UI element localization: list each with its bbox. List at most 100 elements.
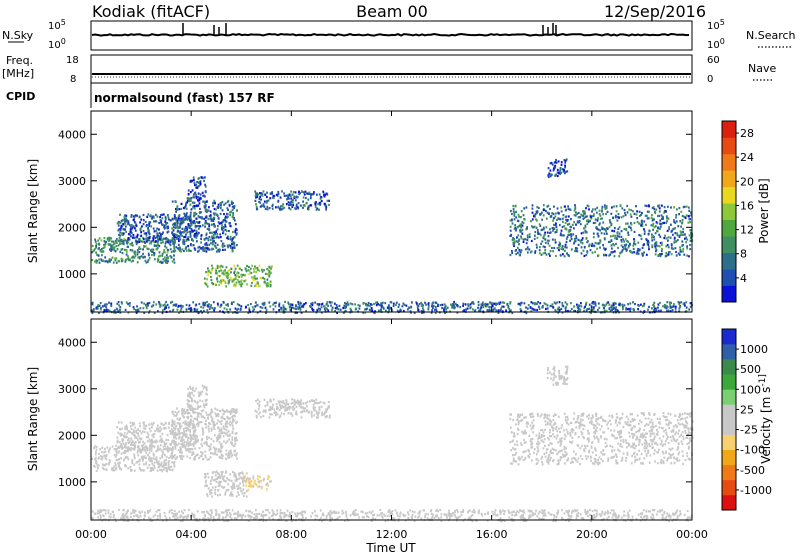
echo-pixel — [690, 228, 692, 232]
echo-pixel — [259, 310, 262, 313]
echo-pixel — [187, 192, 190, 196]
echo-pixel — [224, 280, 226, 283]
echo-pixel — [186, 427, 189, 430]
echo-pixel — [612, 216, 614, 220]
echo-pixel — [179, 249, 181, 252]
echo-pixel — [488, 308, 491, 311]
echo-pixel — [224, 248, 226, 251]
echo-pixel — [236, 311, 239, 314]
echo-pixel — [180, 412, 183, 415]
echo-pixel — [204, 183, 206, 186]
echo-pixel — [189, 396, 192, 399]
echo-pixel — [644, 214, 647, 217]
echo-pixel — [554, 164, 557, 167]
echo-pixel — [546, 205, 549, 208]
echo-pixel — [129, 430, 131, 434]
echo-pixel — [267, 282, 270, 285]
echo-pixel — [228, 229, 230, 233]
echo-pixel — [585, 254, 588, 257]
echo-pixel — [685, 310, 688, 313]
echo-pixel — [119, 221, 122, 224]
echo-pixel — [173, 261, 176, 264]
echo-pixel — [610, 244, 613, 247]
echo-pixel — [145, 445, 147, 448]
echo-pixel — [94, 240, 97, 243]
echo-pixel — [586, 215, 589, 218]
echo-pixel — [215, 272, 217, 275]
echo-pixel — [293, 399, 296, 402]
echo-pixel — [231, 311, 234, 314]
echo-pixel — [590, 311, 592, 315]
echo-pixel — [182, 455, 185, 458]
echo-pixel — [434, 308, 436, 311]
echo-pixel — [233, 219, 236, 222]
echo-pixel — [125, 424, 128, 427]
echo-pixel — [232, 246, 234, 249]
echo-pixel — [226, 213, 229, 216]
echo-pixel — [194, 248, 196, 251]
echo-pixel — [95, 306, 98, 309]
echo-pixel — [211, 420, 213, 423]
echo-pixel — [131, 432, 134, 435]
echo-pixel — [134, 250, 136, 253]
echo-pixel — [597, 242, 600, 245]
echo-pixel — [538, 223, 541, 226]
echo-pixel — [561, 234, 563, 237]
echo-pixel — [197, 405, 199, 408]
echo-pixel — [172, 249, 175, 252]
echo-pixel — [661, 215, 664, 219]
echo-pixel — [175, 424, 178, 427]
echo-pixel — [229, 224, 232, 227]
echo-pixel — [121, 232, 123, 235]
echo-pixel — [583, 216, 586, 219]
echo-pixel — [227, 456, 230, 459]
echo-pixel — [171, 468, 174, 471]
echo-pixel — [562, 170, 565, 173]
echo-pixel — [616, 219, 619, 222]
echo-pixel — [178, 304, 180, 307]
echo-pixel — [156, 246, 159, 250]
echo-pixel — [601, 207, 604, 210]
echo-pixel — [564, 164, 566, 167]
echo-pixel — [173, 462, 175, 465]
echo-pixel — [204, 185, 207, 188]
echo-pixel — [435, 310, 438, 313]
echo-pixel — [171, 260, 174, 263]
echo-pixel — [198, 177, 200, 180]
echo-pixel — [145, 307, 148, 310]
echo-pixel — [235, 408, 238, 411]
echo-pixel — [215, 208, 217, 211]
echo-pixel — [198, 394, 200, 397]
echo-pixel — [567, 230, 570, 233]
echo-pixel — [671, 309, 674, 312]
echo-pixel — [688, 308, 691, 311]
echo-pixel — [187, 387, 190, 391]
echo-pixel — [265, 283, 268, 286]
echo-pixel — [203, 217, 206, 220]
echo-pixel — [107, 309, 110, 312]
echo-pixel — [95, 445, 98, 449]
echo-pixel — [233, 271, 236, 274]
echo-pixel — [259, 201, 262, 204]
echo-pixel — [626, 222, 629, 225]
echo-pixel — [660, 225, 662, 228]
echo-pixel — [529, 251, 532, 254]
echo-pixel — [228, 450, 231, 453]
echo-pixel — [560, 229, 563, 232]
echo-pixel — [299, 401, 302, 404]
echo-pixel — [147, 252, 150, 255]
echo-pixel — [358, 307, 361, 310]
echo-pixel — [643, 243, 645, 246]
echo-pixel — [105, 305, 107, 308]
echo-pixel — [210, 279, 213, 282]
echo-pixel — [220, 226, 223, 229]
echo-pixel — [150, 225, 153, 228]
echo-pixel — [209, 413, 212, 416]
echo-pixel — [154, 458, 156, 461]
echo-pixel — [606, 232, 608, 235]
echo-pixel — [308, 191, 311, 194]
echo-pixel — [150, 447, 153, 450]
echo-pixel — [173, 216, 176, 219]
echo-pixel — [688, 255, 690, 258]
echo-pixel — [234, 449, 236, 453]
